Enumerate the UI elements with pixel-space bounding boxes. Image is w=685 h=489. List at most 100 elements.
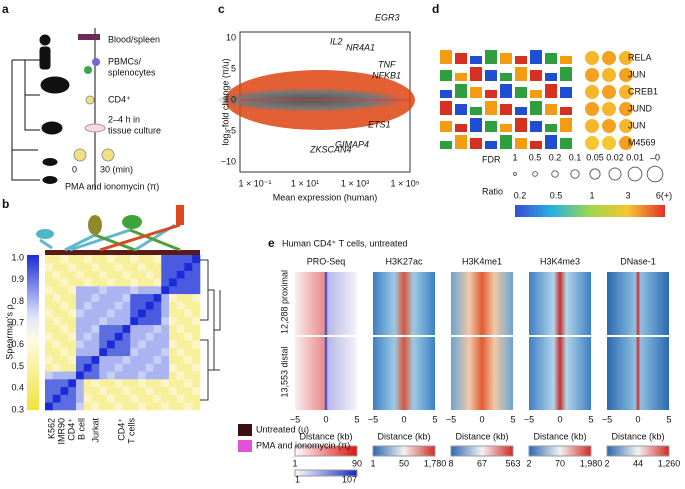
heat-cell <box>52 379 61 388</box>
heat-cell <box>83 270 92 279</box>
step-label: 2–4 h in <box>108 114 140 124</box>
heat-cell <box>83 402 92 411</box>
heat-cell <box>138 371 147 380</box>
heat-cell <box>99 379 108 388</box>
heat-cell <box>176 324 185 333</box>
heat-cell <box>176 278 185 287</box>
tick-label: 107 <box>342 474 357 484</box>
logo-glyph <box>515 107 527 115</box>
heat-cell <box>145 278 154 287</box>
colorbar <box>294 445 358 457</box>
logo-glyph <box>440 50 452 64</box>
heat-cell <box>169 293 178 302</box>
heat-cell <box>60 262 69 271</box>
tree-b <box>200 259 221 401</box>
step-label: tissue culture <box>108 125 161 135</box>
heat-cell <box>60 394 69 403</box>
heat-cell <box>114 340 123 349</box>
tick-label: 1 × 10⁻¹ <box>238 178 271 188</box>
heat-cell <box>76 270 85 279</box>
heat-cell <box>130 340 139 349</box>
tick-label: 0.2 <box>549 152 562 162</box>
logo-glyph <box>560 138 572 149</box>
heat-cell <box>107 278 116 287</box>
heat-cell <box>161 348 170 357</box>
heat-cell <box>107 262 116 271</box>
heat-cell <box>138 363 147 372</box>
tick-label: 10 <box>226 32 236 42</box>
heat-cell <box>60 348 69 357</box>
heat-cell <box>76 309 85 318</box>
heat-cell <box>161 286 170 295</box>
tick-label: −10 <box>221 156 236 166</box>
heat-cell <box>52 402 61 411</box>
heat-cell <box>138 355 147 364</box>
heat-cell <box>76 371 85 380</box>
logo-glyph <box>545 135 557 149</box>
logo-glyph <box>455 73 467 81</box>
heat-cell <box>68 293 77 302</box>
heat-cell <box>83 301 92 310</box>
heat-cell <box>184 278 193 287</box>
heat-cell <box>169 324 178 333</box>
heat-cell <box>176 371 185 380</box>
heat-cell <box>153 332 162 341</box>
heat-cell <box>68 371 77 380</box>
tick-label: 0 <box>479 414 484 424</box>
heat-cell <box>99 270 108 279</box>
logo-glyph <box>500 84 512 98</box>
heat-cell <box>52 293 61 302</box>
heat-cell <box>145 371 154 380</box>
size-key <box>608 167 622 181</box>
heat-cell <box>145 324 154 333</box>
heat-cell <box>145 262 154 271</box>
heat-cell <box>114 293 123 302</box>
heat-cell <box>83 371 92 380</box>
heat-cell <box>138 286 147 295</box>
heat-cell <box>76 293 85 302</box>
heat-cell <box>169 301 178 310</box>
species-icons <box>36 205 184 252</box>
heat-cell <box>107 293 116 302</box>
heat-cell <box>91 309 100 318</box>
tick-label: CD4⁺ <box>66 418 76 441</box>
heat-cell <box>153 270 162 279</box>
heat-cell <box>60 309 69 318</box>
heat-cell <box>138 332 147 341</box>
tick-label: 0.01 <box>626 152 644 162</box>
heat-cell <box>145 255 154 264</box>
heat-cell <box>122 363 131 372</box>
tick-label: 0 <box>231 94 236 104</box>
tick-label: 67 <box>477 458 487 468</box>
motif-dot <box>585 85 599 99</box>
heat-cell <box>76 386 85 395</box>
heat-cell <box>138 270 147 279</box>
step-label: Blood/spleen <box>108 34 160 44</box>
tick-label: −5 <box>602 414 612 424</box>
heat-cell <box>122 309 131 318</box>
panel-label: b <box>2 197 9 211</box>
heat-cell <box>138 324 147 333</box>
heat-cell <box>145 379 154 388</box>
heat-cell <box>114 286 123 295</box>
logo-glyph <box>455 124 467 132</box>
heat-cell <box>192 386 201 395</box>
heat-cell <box>107 348 116 357</box>
heat-cell <box>107 309 116 318</box>
heat-cell <box>145 363 154 372</box>
motif-logos <box>440 50 572 149</box>
logo-glyph <box>500 104 512 115</box>
tick-label: 0.5 <box>550 190 563 200</box>
logo-glyph <box>440 70 452 81</box>
heat-cell <box>184 309 193 318</box>
axis-title: Distance (kb) <box>299 431 352 441</box>
heat-cell <box>130 309 139 318</box>
tick-label: Jurkat <box>90 418 100 443</box>
heat-cell <box>192 262 201 271</box>
logo-glyph <box>515 118 527 132</box>
heat-cell <box>52 371 61 380</box>
tick-label: 1,780 <box>424 458 447 468</box>
heat-cell <box>99 355 108 364</box>
heat-cell <box>192 363 201 372</box>
heat-cell <box>122 332 131 341</box>
